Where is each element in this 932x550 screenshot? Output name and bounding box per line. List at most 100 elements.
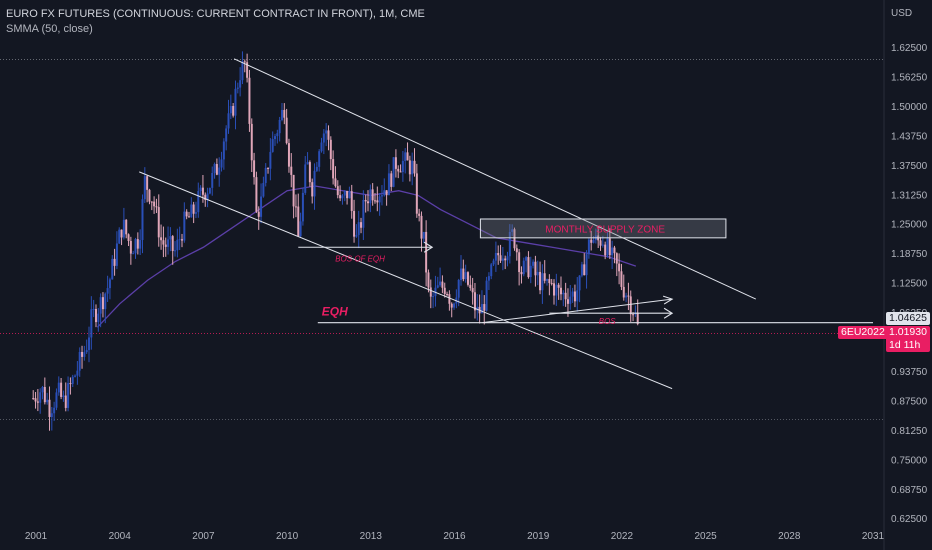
- y-tick-label: 0.93750: [891, 367, 928, 378]
- candle-body: [229, 105, 232, 114]
- arrow-head: [662, 295, 674, 305]
- trendline[interactable]: [139, 171, 673, 390]
- candle-body: [401, 160, 404, 173]
- trendline[interactable]: [233, 58, 757, 300]
- candle-body: [543, 273, 546, 281]
- candle-body: [134, 239, 137, 254]
- trendline[interactable]: [482, 298, 673, 324]
- symbol-title[interactable]: EURO FX FUTURES (CONTINUOUS: CURRENT CON…: [6, 8, 425, 20]
- candle-body: [378, 196, 381, 203]
- candle-body: [436, 285, 439, 288]
- candle-body: [622, 286, 625, 298]
- candle-body: [415, 173, 418, 214]
- candle-body: [318, 151, 321, 167]
- candle-body: [422, 231, 425, 239]
- candle-body: [199, 187, 202, 192]
- candle-body: [78, 351, 81, 371]
- candle-body: [274, 136, 277, 140]
- candle-body: [497, 253, 500, 256]
- candle-body: [174, 250, 177, 252]
- candle-body: [283, 109, 286, 118]
- candle-body: [371, 189, 374, 201]
- candle-body: [88, 337, 91, 351]
- candle-body: [578, 275, 581, 291]
- candle-body: [67, 383, 70, 408]
- candle-body: [83, 352, 86, 357]
- candle-body: [367, 201, 370, 204]
- candle-body: [220, 159, 223, 168]
- candle-body: [287, 143, 290, 167]
- candle-body: [629, 296, 632, 315]
- candle-body: [353, 210, 356, 237]
- candle-body: [113, 258, 116, 266]
- candle-body: [306, 162, 309, 165]
- candle-body: [557, 284, 560, 288]
- candle-body: [276, 133, 279, 137]
- candle-body: [406, 152, 409, 161]
- candle-body: [532, 261, 535, 266]
- candle-body: [241, 61, 244, 81]
- candle-body: [541, 273, 544, 291]
- candle-body: [564, 292, 567, 300]
- candle-body: [555, 284, 558, 296]
- candle-body: [483, 304, 486, 311]
- candle-body: [190, 204, 193, 218]
- candle-body: [339, 195, 342, 199]
- candle-body: [285, 117, 288, 144]
- candle-body: [329, 139, 332, 160]
- candle-body: [457, 279, 460, 298]
- candle-body: [397, 168, 400, 172]
- candle-body: [576, 290, 579, 302]
- candle-body: [225, 128, 228, 142]
- candle-body: [462, 268, 465, 280]
- candle-body: [246, 62, 249, 78]
- candle-body: [373, 200, 376, 202]
- candle-body: [125, 219, 128, 235]
- candle-body: [255, 177, 258, 212]
- candle-body: [155, 206, 158, 208]
- chart-legend: EURO FX FUTURES (CONTINUOUS: CURRENT CON…: [6, 7, 425, 37]
- indicator-label[interactable]: SMMA (50, close): [6, 23, 93, 35]
- candle-body: [394, 157, 397, 169]
- candle-body: [297, 206, 300, 237]
- candle-body: [632, 314, 635, 316]
- candle-body: [539, 271, 542, 291]
- candle-body: [360, 222, 363, 228]
- candle-body: [515, 248, 518, 253]
- candle-body: [127, 234, 130, 241]
- candle-body: [211, 172, 214, 188]
- candle-body: [315, 166, 318, 171]
- candle-body: [364, 199, 367, 202]
- y-tick-label: 1.50000: [891, 102, 928, 113]
- candle-body: [480, 304, 483, 314]
- candle-body: [48, 399, 51, 418]
- candle-body: [625, 295, 628, 298]
- candle-body: [511, 229, 514, 232]
- candle-body: [122, 219, 125, 238]
- candle-body: [441, 281, 444, 288]
- symbol-tag: 6EU2022: [838, 326, 888, 340]
- candle-body: [164, 244, 167, 247]
- supply-zone-box[interactable]: [479, 218, 727, 239]
- candle-body: [559, 287, 562, 295]
- candle-body: [194, 212, 197, 214]
- candle-body: [290, 166, 293, 175]
- candle-body: [236, 87, 239, 89]
- candle-body: [571, 291, 574, 297]
- y-tick-label: 0.81250: [891, 426, 928, 437]
- candle-body: [357, 222, 360, 235]
- candle-body: [260, 196, 263, 217]
- candle-body: [487, 276, 490, 281]
- candle-body: [271, 139, 274, 152]
- candle-body: [529, 265, 532, 278]
- candle-body: [292, 174, 295, 207]
- candle-body: [525, 257, 528, 261]
- candle-body: [499, 255, 502, 261]
- x-tick-label: 2031: [862, 531, 885, 542]
- candle-body: [485, 280, 488, 311]
- candle-body: [399, 171, 402, 173]
- candle-body: [615, 253, 618, 264]
- candle-body: [443, 287, 446, 295]
- candle-body: [32, 398, 35, 400]
